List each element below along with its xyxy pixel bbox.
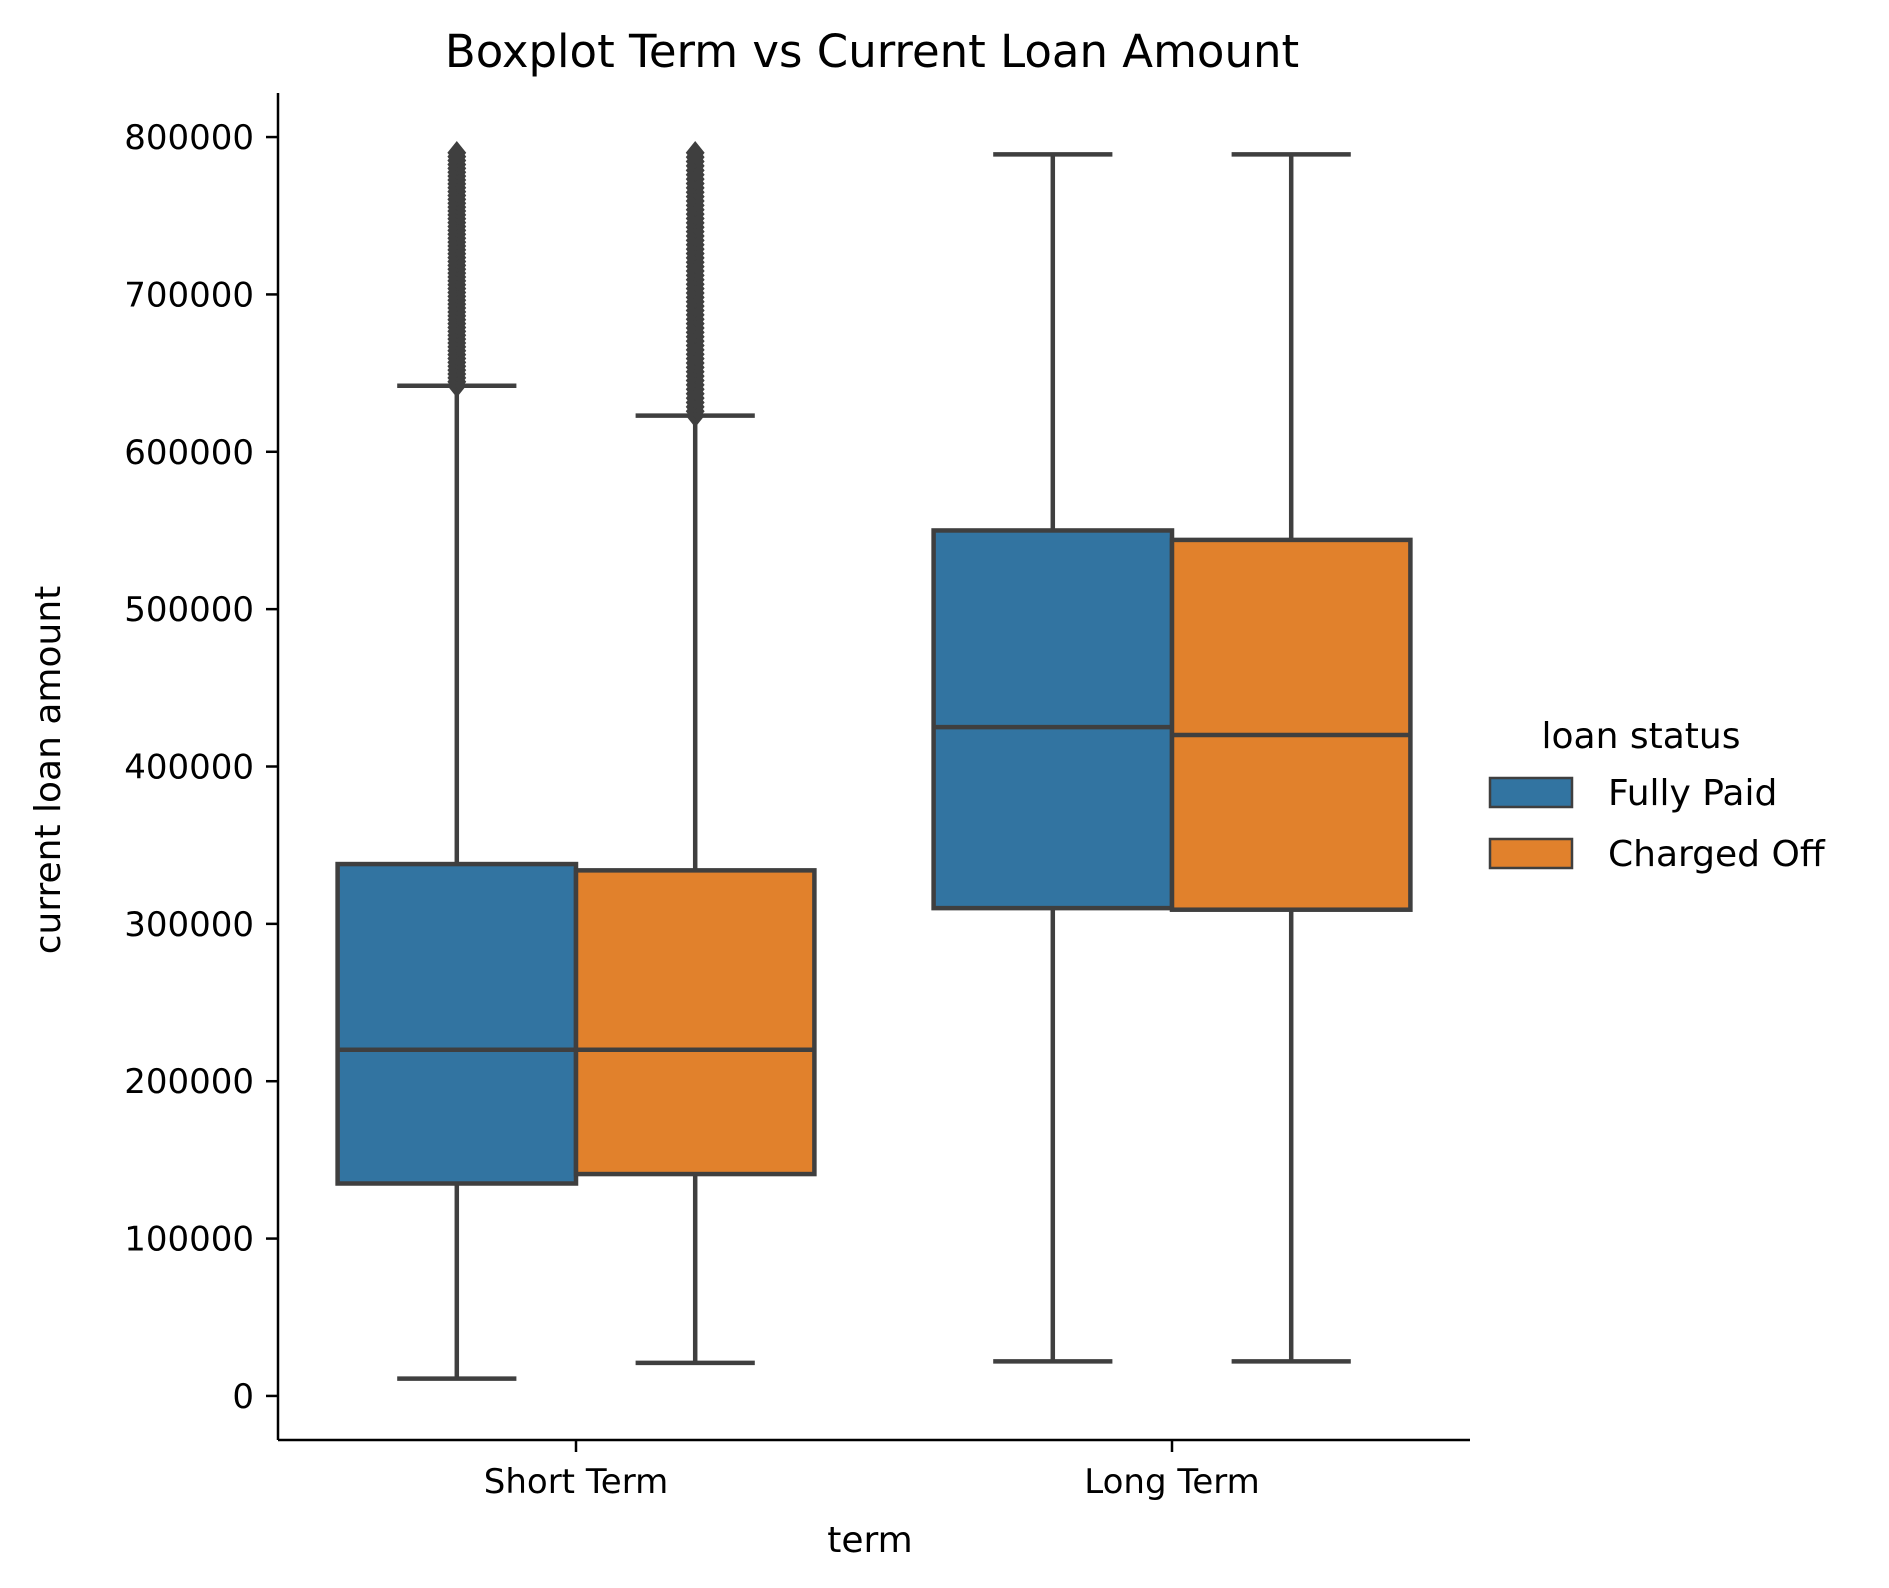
y-tick-label: 0 [232, 1377, 254, 1417]
y-tick-label: 600000 [124, 433, 254, 473]
x-axis: Short Term Long Term [278, 1438, 1470, 1502]
box-group [1169, 152, 1413, 1364]
outlier-point [447, 140, 467, 165]
y-tick-label: 700000 [124, 275, 254, 315]
box-fully-paid [931, 528, 1175, 911]
plot-area [335, 140, 1413, 1381]
y-tick-label: 800000 [124, 118, 254, 158]
y-tick-label: 300000 [124, 905, 254, 945]
outlier-point [685, 140, 705, 165]
legend-label: Fully Paid [1608, 773, 1777, 814]
y-axis: 0 100000 200000 300000 400000 500000 600000 700… [124, 93, 280, 1440]
box-charged-off [573, 868, 817, 1177]
box-fully-paid [335, 861, 579, 1186]
x-axis-label: term [827, 1520, 913, 1561]
box-group [573, 140, 817, 1366]
legend-swatch [1488, 837, 1574, 870]
x-tick-label: Long Term [1084, 1462, 1260, 1502]
box-group [335, 140, 579, 1381]
legend-title: loan status [1542, 716, 1741, 757]
legend-label: Charged Off [1608, 834, 1826, 875]
legend: loan status Fully Paid Charged Off [1488, 716, 1826, 875]
box-charged-off [1169, 537, 1413, 912]
chart-title: Boxplot Term vs Current Loan Amount [445, 25, 1299, 78]
y-tick-label: 500000 [124, 590, 254, 630]
legend-swatch [1488, 776, 1574, 809]
y-tick-label: 400000 [124, 748, 254, 788]
x-tick-label: Short Term [484, 1462, 668, 1502]
y-tick-label: 200000 [124, 1062, 254, 1102]
y-axis-label: current loan amount [28, 586, 69, 955]
box-group [931, 152, 1175, 1364]
y-tick-label: 100000 [124, 1220, 254, 1260]
